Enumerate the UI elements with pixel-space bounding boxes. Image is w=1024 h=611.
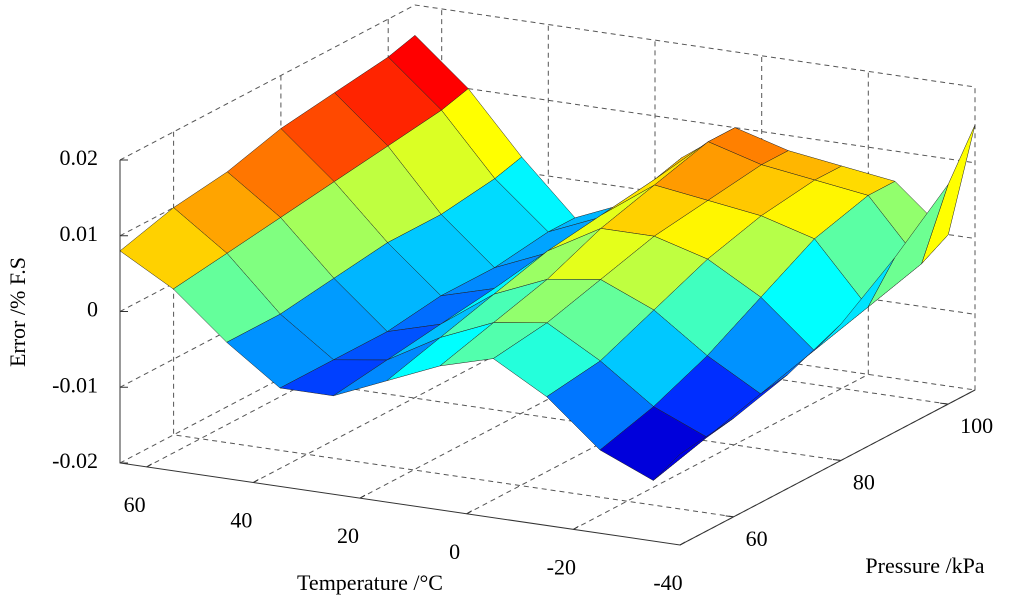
z-tick-label: -0.01 [52,372,98,397]
z-tick-label: 0.01 [60,221,99,246]
x-tick [573,525,579,530]
x-tick [146,463,152,468]
x-tick-label: 20 [337,523,359,548]
z-axis-label: Error /% F.S [5,257,30,367]
y-tick-label: 60 [746,526,768,551]
x-tick-label: 0 [449,539,460,564]
x-tick-label: 40 [230,508,252,533]
x-tick [466,510,472,515]
x-axis-label: Temperature /°C [297,570,443,595]
y-tick [832,458,841,461]
y-tick [725,515,734,518]
x-tick-label: 60 [124,492,146,517]
z-tick-label: -0.02 [52,448,98,473]
y-axis-label: Pressure /kPa [865,553,984,578]
x-tick-label: -40 [653,570,682,595]
x-tick [253,479,259,483]
x-tick [679,541,686,546]
y-tick [940,402,949,405]
surface-patch [921,124,976,264]
surface-patch [653,418,734,481]
x-tick [359,494,366,499]
z-tick-label: 0 [87,297,98,322]
x-grid-line [573,71,869,530]
z-tick-label: 0.02 [60,145,99,170]
x-tick-label: -20 [547,554,576,579]
y-tick-label: 100 [960,413,993,438]
z-grid-line [119,4,976,161]
y-tick-label: 80 [853,470,875,495]
